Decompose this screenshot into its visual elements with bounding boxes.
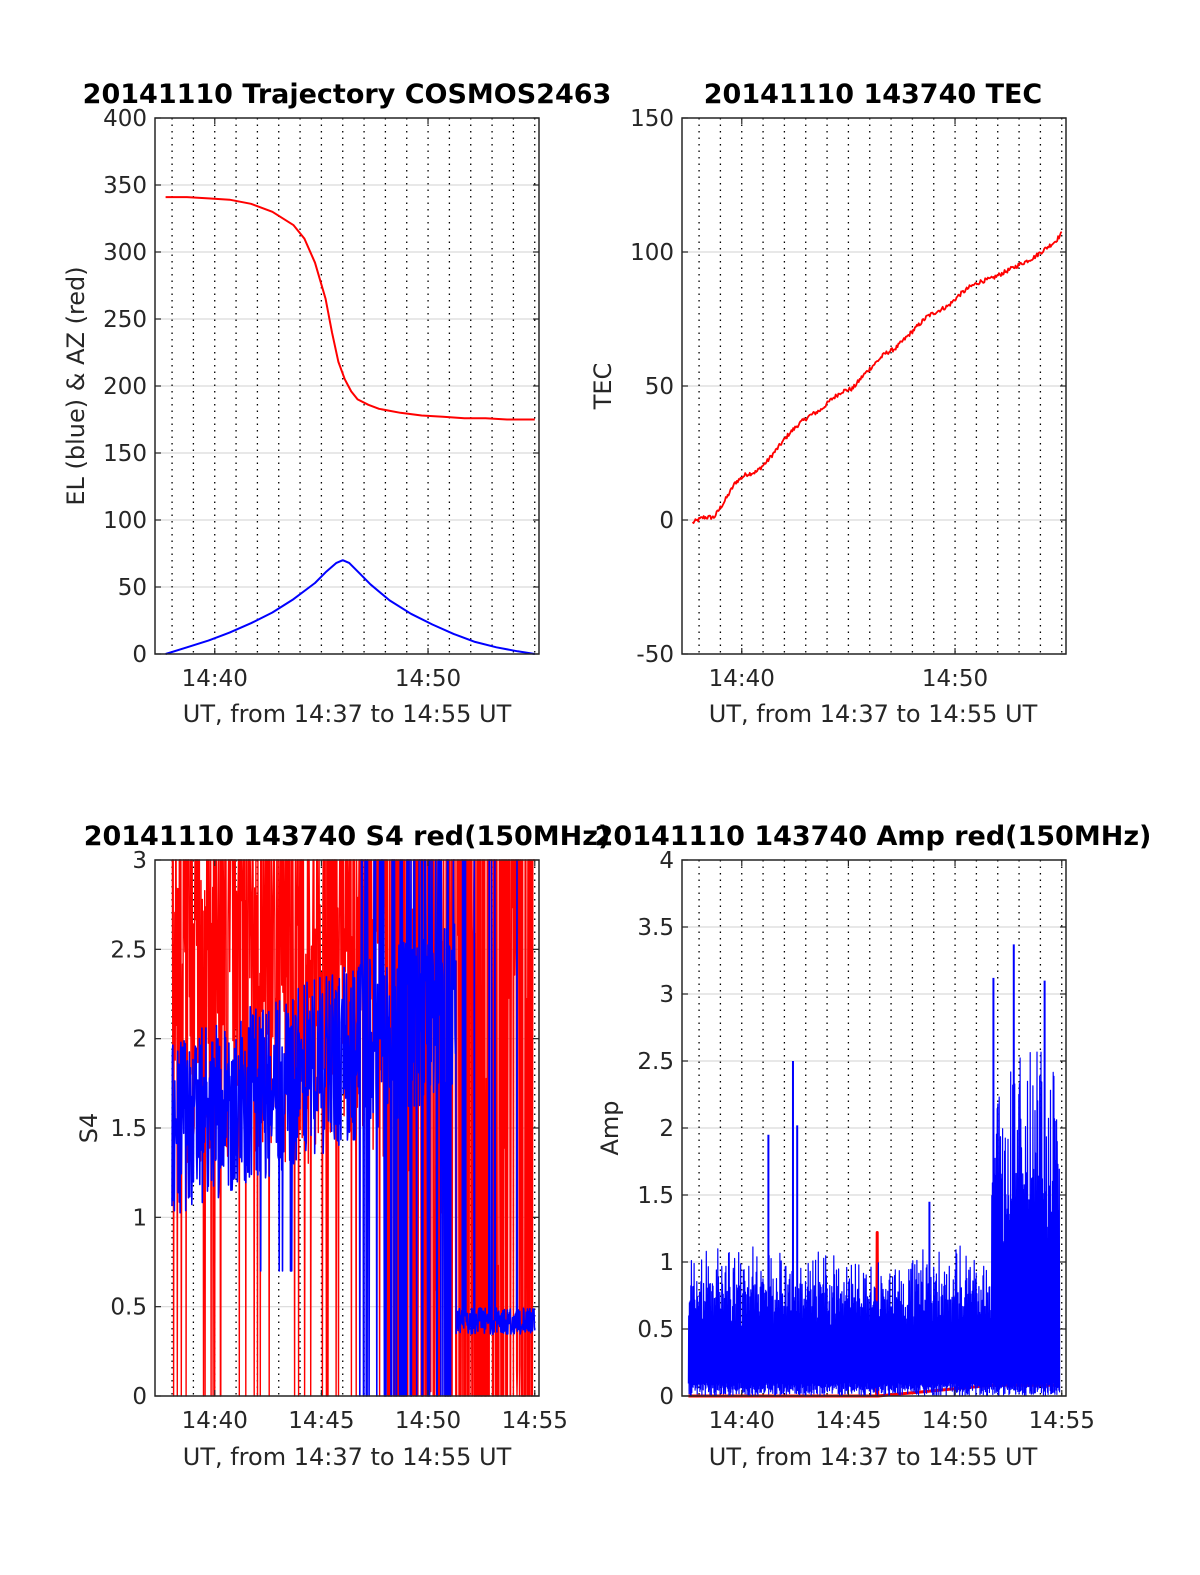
tec-ytick-label: 100 <box>630 240 674 266</box>
trajectory-ytick-label: 50 <box>118 575 147 601</box>
tec-ytick-label: 150 <box>630 106 674 132</box>
tec-xtick-label: 14:40 <box>709 666 775 692</box>
panel-tec: 20141110 143740 TEC -50 0 50 100 150 14:40 14:… <box>589 79 1067 728</box>
amp-xtick-label: 14:55 <box>1029 1408 1095 1434</box>
el-series-line <box>165 559 535 655</box>
s4-title: 20141110 143740 S4 red(150MHz) <box>84 821 611 852</box>
tec-x-axis-label: UT, from 14:37 to 14:55 UT <box>709 700 1038 728</box>
panel-s4: 20141110 143740 S4 red(150MHz) 0 0.5 1 1.5 2… <box>75 821 610 1471</box>
amp-ytick-label: 4 <box>659 848 674 874</box>
trajectory-y-axis-label: EL (blue) & AZ (red) <box>62 266 90 505</box>
tec-title: 20141110 143740 TEC <box>704 79 1043 110</box>
s4-y-axis-label: S4 <box>75 1113 103 1144</box>
tec-series <box>691 231 1063 524</box>
amp-blue-series-line <box>687 1051 1061 1397</box>
tec-y-axis-label: TEC <box>589 363 617 411</box>
amp-ytick-label: 0.5 <box>637 1317 674 1343</box>
amp-y-axis-label: Amp <box>596 1100 624 1155</box>
trajectory-title: 20141110 Trajectory COSMOS2463 <box>83 79 612 110</box>
amp-title: 20141110 143740 Amp red(150MHz) <box>595 821 1152 852</box>
trajectory-xtick-label: 14:50 <box>395 666 461 692</box>
trajectory-grid <box>155 117 539 655</box>
amp-ytick-label: 1 <box>659 1250 674 1276</box>
amp-xtick-label: 14:50 <box>922 1408 988 1434</box>
trajectory-x-axis-label: UT, from 14:37 to 14:55 UT <box>183 700 512 728</box>
amp-xtick-label: 14:45 <box>815 1408 881 1434</box>
s4-xtick-label: 14:55 <box>502 1408 568 1434</box>
tec-ytick-label: -50 <box>636 642 674 668</box>
s4-ytick-label: 1.5 <box>110 1116 147 1142</box>
s4-xtick-label: 14:50 <box>395 1408 461 1434</box>
amp-series <box>687 944 1061 1398</box>
panel-amp: 20141110 143740 Amp red(150MHz) 0 0.5 1 1.5… <box>595 821 1152 1471</box>
amp-ticks: 0 0.5 1 1.5 2 2.5 3 3.5 4 14:40 14:45 14:50 14:55 <box>637 848 1095 1434</box>
az-series-line <box>165 196 535 421</box>
trajectory-xtick-label: 14:40 <box>182 666 248 692</box>
trajectory-ytick-label: 200 <box>103 374 147 400</box>
trajectory-ytick-label: 400 <box>103 106 147 132</box>
amp-ytick-label: 2 <box>659 1116 674 1142</box>
trajectory-ticks: 0 50 100 150 200 250 300 350 400 14:40 14:50 <box>103 106 539 692</box>
trajectory-ytick-label: 150 <box>103 441 147 467</box>
tec-series-line <box>691 231 1063 524</box>
s4-ytick-label: 1 <box>132 1205 147 1231</box>
amp-ytick-label: 0 <box>659 1384 674 1410</box>
s4-xtick-label: 14:40 <box>182 1408 248 1434</box>
trajectory-ytick-label: 350 <box>103 173 147 199</box>
s4-ytick-label: 0 <box>132 1384 147 1410</box>
amp-x-axis-label: UT, from 14:37 to 14:55 UT <box>709 1443 1038 1471</box>
amp-ytick-label: 3.5 <box>637 915 674 941</box>
s4-ytick-label: 0.5 <box>110 1295 147 1321</box>
s4-xtick-label: 14:45 <box>288 1408 354 1434</box>
tec-xtick-label: 14:50 <box>922 666 988 692</box>
amp-ytick-label: 1.5 <box>637 1183 674 1209</box>
trajectory-ytick-label: 250 <box>103 307 147 333</box>
s4-ytick-label: 2.5 <box>110 937 147 963</box>
s4-ytick-label: 3 <box>132 848 147 874</box>
tec-ticks: -50 0 50 100 150 14:40 14:50 <box>630 106 1066 692</box>
trajectory-series <box>165 196 535 655</box>
amp-ytick-label: 2.5 <box>637 1049 674 1075</box>
tec-ytick-label: 50 <box>645 374 674 400</box>
amp-xtick-label: 14:40 <box>709 1408 775 1434</box>
panel-trajectory: 20141110 Trajectory COSMOS2463 0 50 100 150… <box>62 79 611 728</box>
trajectory-ytick-label: 100 <box>103 508 147 534</box>
tec-ytick-label: 0 <box>659 508 674 534</box>
trajectory-ytick-label: 300 <box>103 240 147 266</box>
amp-ytick-label: 3 <box>659 982 674 1008</box>
s4-ytick-label: 2 <box>132 1027 147 1053</box>
s4-x-axis-label: UT, from 14:37 to 14:55 UT <box>183 1443 512 1471</box>
trajectory-ytick-label: 0 <box>132 642 147 668</box>
s4-ticks: 0 0.5 1 1.5 2 2.5 3 14:40 14:45 14:50 14:55 <box>110 848 568 1434</box>
